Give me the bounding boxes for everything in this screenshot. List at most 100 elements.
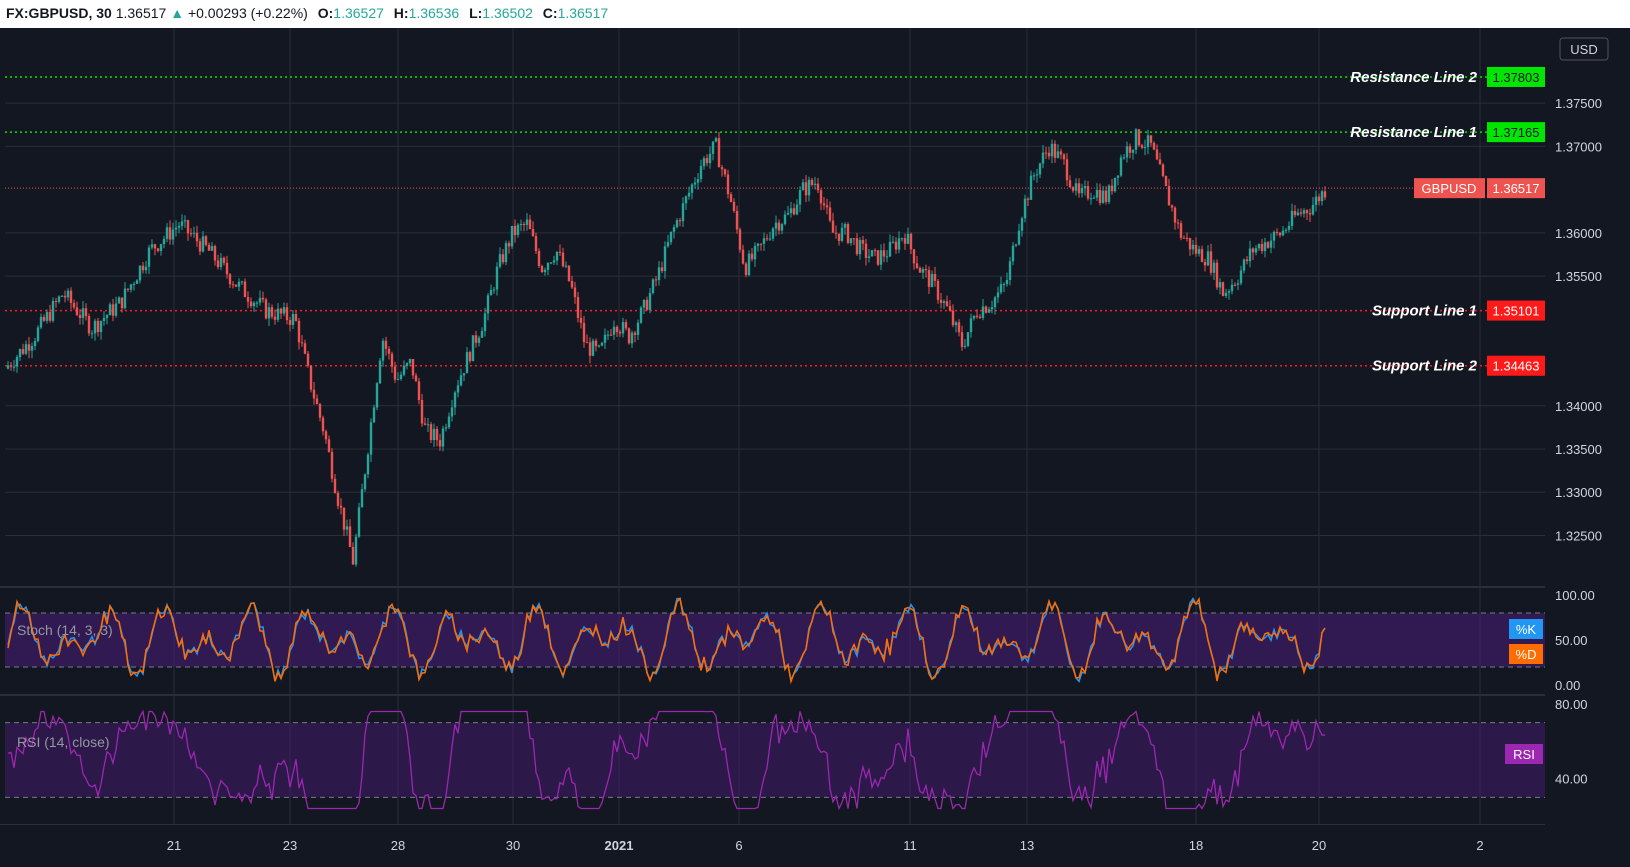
candle-body	[816, 183, 820, 191]
candle-body	[735, 210, 739, 230]
candle-body	[906, 233, 910, 244]
candle-body	[1095, 189, 1099, 198]
chart-canvas[interactable]: 1.37500 1.37000 1.36000 1.35500 1.34000 1.335…	[0, 28, 1630, 867]
candle-body	[1122, 157, 1126, 159]
candle-body	[759, 243, 763, 245]
candle-body	[537, 251, 541, 267]
candle-body	[1167, 185, 1171, 206]
time-tick-label: 23	[283, 838, 297, 853]
candle-body	[684, 196, 688, 204]
candle-body	[1059, 151, 1063, 155]
candle-body	[276, 308, 280, 320]
candle-body	[771, 228, 775, 239]
candle-body	[957, 322, 961, 333]
price-axis-background	[1545, 28, 1630, 867]
candle-body	[216, 260, 220, 268]
candle-body	[744, 263, 748, 275]
candle-body	[483, 313, 487, 332]
candle-body	[978, 316, 982, 318]
candle-body	[1227, 291, 1231, 293]
close-value: 1.36517	[557, 5, 609, 21]
candle-body	[1125, 146, 1129, 158]
candle-body	[69, 290, 73, 303]
level-name: Resistance Line 2	[1350, 69, 1477, 86]
candle-body	[1113, 177, 1117, 192]
candle-body	[405, 363, 409, 366]
candle-body	[591, 340, 595, 356]
candle-body	[1254, 248, 1258, 253]
candle-body	[1101, 190, 1105, 203]
candle-body	[1275, 231, 1279, 233]
price-axis[interactable]: 1.37500 1.37000 1.36000 1.35500 1.34000 1.335…	[1555, 96, 1602, 787]
rsi-tick-label: 40.00	[1555, 772, 1588, 787]
candle-body	[513, 225, 517, 236]
candle-body	[1272, 231, 1276, 241]
candle-body	[549, 262, 553, 264]
candle-body	[1323, 191, 1327, 198]
candle-body	[1008, 261, 1012, 280]
candle-body	[639, 307, 643, 323]
candle-body	[528, 219, 532, 230]
candle-body	[369, 422, 373, 455]
candle-body	[1068, 180, 1072, 188]
candle-body	[126, 288, 130, 290]
candle-body	[660, 267, 664, 272]
candle-body	[12, 366, 16, 368]
candle-body	[132, 283, 136, 285]
candle-body	[696, 179, 700, 183]
candle-body	[453, 392, 457, 408]
candle-body	[183, 220, 187, 222]
candle-body	[36, 327, 40, 342]
candle-body	[909, 233, 913, 250]
candle-body	[657, 267, 661, 281]
candle-body	[726, 174, 730, 195]
candle-body	[78, 315, 82, 318]
candle-body	[489, 289, 493, 296]
candle-body	[1005, 279, 1009, 285]
candle-body	[717, 138, 721, 168]
candle-body	[810, 179, 814, 185]
candle-body	[552, 260, 556, 263]
candle-body	[801, 182, 805, 191]
stochastic-lines	[7, 596, 1326, 685]
candle-body	[495, 266, 499, 290]
candle-body	[237, 281, 241, 287]
candle-body	[291, 314, 295, 325]
candle-body	[249, 301, 253, 307]
candle-body	[924, 268, 928, 271]
candle-body	[87, 316, 91, 334]
candle-body	[180, 221, 184, 226]
candle-body	[1233, 284, 1237, 286]
candle-body	[894, 241, 898, 250]
candle-body	[501, 254, 505, 263]
candle-body	[963, 345, 967, 347]
candle-body	[195, 232, 199, 242]
candle-body	[672, 227, 676, 232]
stoch-tick-label: 50.00	[1555, 633, 1588, 648]
candle-body	[18, 349, 22, 358]
candle-body	[1065, 159, 1069, 181]
candle-body	[201, 236, 205, 252]
candle-body	[1044, 152, 1048, 154]
candle-body	[972, 315, 976, 319]
candle-body	[834, 232, 838, 234]
candle-body	[1248, 248, 1252, 262]
candle-body	[654, 279, 658, 281]
candle-body	[861, 240, 865, 244]
candle-body	[162, 238, 166, 245]
candle-body	[900, 238, 904, 240]
candle-body	[1086, 186, 1090, 199]
candle-body	[1062, 154, 1066, 160]
candle-body	[261, 297, 265, 300]
price-tick-label: 1.36000	[1555, 226, 1602, 241]
symbol-label[interactable]: FX:GBPUSD, 30	[6, 5, 112, 21]
candle-body	[57, 296, 61, 302]
time-axis[interactable]: 21 23 28 30 2021 6 11 13 18 20 2	[167, 838, 1484, 853]
candle-body	[987, 309, 991, 313]
candle-body	[366, 454, 370, 475]
candle-body	[561, 252, 565, 267]
candle-body	[756, 243, 760, 246]
candle-body	[996, 292, 1000, 298]
candle-body	[75, 307, 79, 316]
candle-body	[321, 417, 325, 432]
